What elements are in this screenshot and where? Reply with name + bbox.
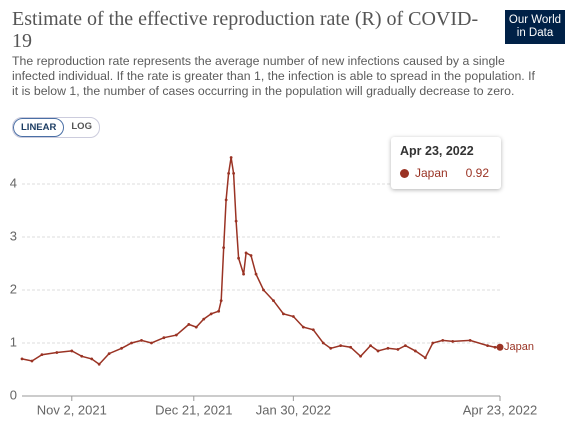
y-tick-label: 3 (10, 228, 17, 243)
chart-title: Estimate of the effective reproduction r… (12, 8, 479, 52)
point (237, 256, 240, 260)
tooltip-series: Japan (415, 166, 448, 180)
point (423, 356, 427, 360)
point (140, 338, 143, 342)
point (301, 325, 305, 329)
point (486, 344, 489, 348)
y-tick-label: 0 (10, 387, 17, 402)
x-tick-label: Apr 23, 2022 (463, 402, 537, 417)
point (30, 359, 34, 363)
point (97, 362, 101, 366)
y-tick-label: 1 (10, 334, 17, 349)
point (120, 346, 123, 350)
point (349, 345, 353, 349)
point (369, 344, 372, 348)
point (291, 315, 295, 318)
point (339, 344, 343, 348)
point (468, 338, 472, 342)
point (174, 333, 178, 337)
point (386, 346, 390, 350)
logo-line: Our World (508, 14, 562, 26)
point (431, 341, 435, 345)
x-tick-label: Dec 21, 2021 (155, 402, 232, 417)
point (130, 341, 133, 345)
point (441, 338, 445, 342)
point (413, 349, 417, 353)
point (107, 352, 111, 355)
point (224, 198, 228, 202)
point (40, 353, 44, 357)
point (232, 172, 236, 175)
x-tick-label: Nov 2, 2021 (37, 402, 107, 417)
point (202, 317, 206, 321)
tooltip: Apr 23, 2022 Japan 0.92 (391, 137, 501, 189)
tooltip-date: Apr 23, 2022 (400, 144, 474, 158)
point (321, 341, 325, 345)
logo[interactable]: Our World in Data (505, 10, 565, 44)
point (376, 349, 380, 353)
y-tick-label: 4 (10, 175, 17, 190)
tooltip-swatch (400, 169, 409, 178)
point (187, 323, 191, 326)
point (217, 309, 221, 313)
point (403, 344, 407, 348)
point (311, 328, 315, 332)
point (227, 172, 231, 175)
point (272, 299, 275, 302)
point (244, 251, 248, 255)
x-tick-label: Jan 30, 2022 (256, 402, 331, 417)
point (150, 341, 153, 345)
point (20, 357, 24, 361)
point (359, 354, 362, 358)
point (249, 254, 253, 257)
point (70, 349, 74, 353)
point (242, 272, 245, 276)
point (209, 312, 213, 316)
point (493, 345, 497, 349)
point (194, 325, 198, 329)
point (396, 347, 400, 351)
linear-button[interactable]: LINEAR (13, 118, 65, 137)
scale-toggle: LINEAR LOG (12, 117, 100, 138)
point (262, 288, 265, 292)
point (254, 272, 258, 276)
chart-subtitle: The reproduction rate represents the ave… (12, 54, 535, 98)
point (162, 336, 166, 340)
point (90, 357, 94, 361)
point (229, 156, 233, 159)
tooltip-value: 0.92 (465, 166, 489, 180)
point (80, 354, 84, 358)
point (451, 340, 455, 343)
log-button[interactable]: LOG (71, 121, 92, 132)
point (496, 343, 504, 351)
point (222, 246, 226, 250)
logo-line: in Data (516, 27, 554, 39)
series-label: Japan (504, 341, 534, 353)
y-tick-label: 2 (10, 281, 17, 296)
point (329, 346, 333, 350)
point (282, 312, 285, 316)
point (55, 351, 59, 354)
point (219, 299, 223, 302)
point (234, 219, 238, 223)
